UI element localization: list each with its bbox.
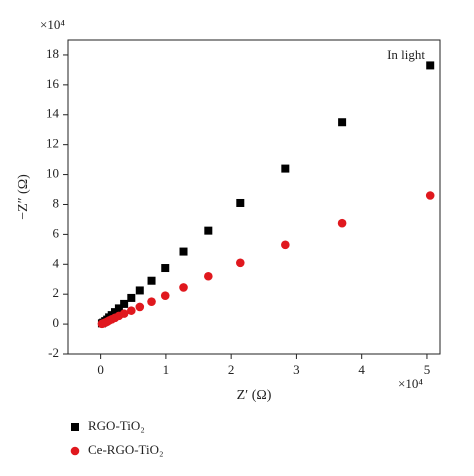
point bbox=[161, 264, 170, 273]
point bbox=[236, 198, 245, 207]
point bbox=[127, 293, 136, 302]
x-axis-label: Z′ (Ω) bbox=[237, 388, 272, 403]
y-tick-label: 0 bbox=[53, 315, 60, 330]
annotation: In light bbox=[387, 47, 425, 62]
point bbox=[426, 61, 435, 70]
point bbox=[338, 118, 347, 127]
legend-marker bbox=[71, 423, 79, 431]
y-multiplier: ×10⁴ bbox=[40, 17, 65, 32]
y-tick-label: 2 bbox=[53, 285, 60, 300]
x-tick-label: 2 bbox=[228, 362, 235, 377]
y-tick-label: 10 bbox=[46, 166, 59, 181]
point bbox=[147, 276, 156, 285]
y-tick-label: 12 bbox=[46, 136, 59, 151]
x-tick-label: 5 bbox=[424, 362, 431, 377]
point bbox=[135, 302, 145, 312]
point bbox=[235, 258, 245, 268]
x-tick-label: 4 bbox=[358, 362, 365, 377]
plot-frame bbox=[67, 39, 441, 355]
point bbox=[204, 271, 213, 281]
y-tick-label: 18 bbox=[46, 46, 59, 61]
point bbox=[179, 247, 188, 256]
point bbox=[97, 319, 107, 329]
y-tick-label: 4 bbox=[53, 255, 60, 270]
x-tick-label: 3 bbox=[293, 362, 300, 377]
point bbox=[204, 226, 213, 235]
y-tick-label: -2 bbox=[48, 345, 59, 360]
x-multiplier: ×10⁴ bbox=[398, 376, 423, 391]
point bbox=[281, 164, 290, 173]
legend-marker bbox=[70, 446, 80, 456]
point bbox=[120, 299, 129, 308]
point bbox=[281, 240, 290, 250]
y-axis-label: −Z″ (Ω) bbox=[16, 174, 31, 220]
y-tick-label: 16 bbox=[46, 76, 60, 91]
y-tick-label: 14 bbox=[46, 106, 60, 121]
point bbox=[147, 297, 156, 306]
legend-label: RGO-TiO₂ bbox=[88, 418, 145, 433]
legend-label: Ce-RGO-TiO₂ bbox=[88, 442, 164, 457]
point bbox=[135, 286, 144, 295]
x-tick-label: 1 bbox=[163, 362, 170, 377]
point bbox=[425, 191, 435, 200]
point bbox=[127, 306, 136, 315]
x-tick-label: 0 bbox=[97, 362, 104, 377]
y-tick-label: 8 bbox=[53, 195, 60, 210]
point bbox=[160, 291, 170, 300]
point bbox=[337, 218, 347, 228]
point bbox=[179, 283, 188, 292]
y-tick-label: 6 bbox=[53, 225, 60, 240]
